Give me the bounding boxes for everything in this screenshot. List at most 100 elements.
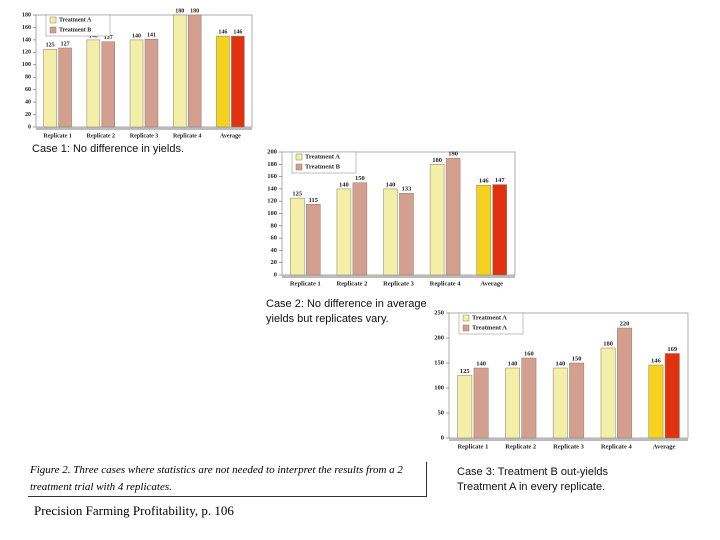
value-label: 180 bbox=[603, 340, 613, 347]
bar bbox=[399, 192, 414, 276]
legend-label: Treatment A bbox=[472, 324, 507, 331]
x-tick-label: Replicate 1 bbox=[290, 280, 321, 287]
bar bbox=[569, 362, 585, 439]
value-label: 150 bbox=[355, 175, 365, 182]
bar bbox=[521, 357, 537, 439]
x-tick-label: Replicate 2 bbox=[336, 280, 367, 287]
bar bbox=[429, 164, 445, 276]
y-tick-label: 250 bbox=[434, 309, 444, 316]
x-tick-label: Replicate 4 bbox=[173, 133, 202, 139]
y-tick-label: 60 bbox=[25, 87, 31, 93]
x-tick-label: Replicate 3 bbox=[130, 133, 159, 139]
bar bbox=[101, 41, 116, 128]
x-tick-label: Replicate 1 bbox=[43, 133, 72, 139]
legend-swatch bbox=[295, 163, 303, 171]
value-label: 150 bbox=[572, 355, 582, 362]
bar bbox=[473, 367, 489, 439]
bar bbox=[352, 182, 368, 276]
value-label: 180 bbox=[175, 8, 184, 14]
value-label: 180 bbox=[190, 8, 199, 14]
value-label: 137 bbox=[104, 35, 113, 41]
bar bbox=[600, 347, 616, 439]
value-label: 190 bbox=[448, 151, 458, 158]
case-caption: Case 1: No difference in yields. bbox=[32, 143, 185, 155]
y-tick-label: 150 bbox=[434, 359, 444, 366]
bar bbox=[43, 48, 57, 128]
value-label: 115 bbox=[309, 197, 319, 204]
bar bbox=[492, 184, 507, 276]
y-tick-label: 50 bbox=[438, 409, 445, 416]
value-label: 140 bbox=[508, 360, 518, 367]
bar bbox=[129, 39, 144, 128]
legend-label: Treatment B bbox=[305, 163, 341, 170]
bar bbox=[457, 375, 473, 439]
value-label: 146 bbox=[218, 30, 227, 36]
bar bbox=[476, 184, 491, 276]
value-label: 140 bbox=[555, 360, 565, 367]
y-tick-label: 200 bbox=[267, 148, 277, 155]
y-tick-label: 20 bbox=[25, 112, 31, 118]
value-label: 133 bbox=[402, 186, 413, 193]
floor bbox=[449, 438, 688, 441]
bar bbox=[86, 39, 101, 128]
value-label: 140 bbox=[476, 360, 486, 367]
legend-box bbox=[458, 312, 524, 335]
y-tick-label: 60 bbox=[271, 235, 278, 242]
y-tick-label: 40 bbox=[271, 247, 278, 254]
footer: Precision Farming Profitability, p. 106 bbox=[34, 503, 234, 518]
y-tick-label: 180 bbox=[267, 161, 277, 168]
legend-swatch bbox=[49, 26, 57, 34]
value-label: 125 bbox=[460, 368, 471, 375]
bar bbox=[336, 188, 352, 276]
bar bbox=[445, 157, 461, 276]
bar bbox=[216, 35, 230, 128]
legend-swatch bbox=[462, 314, 470, 322]
x-tick-label: Average bbox=[480, 280, 503, 287]
value-label: 127 bbox=[61, 41, 70, 47]
value-label: 169 bbox=[667, 346, 678, 353]
legend-box bbox=[291, 151, 357, 174]
floor bbox=[36, 127, 252, 130]
bar bbox=[664, 353, 680, 439]
value-label: 125 bbox=[292, 191, 303, 198]
x-tick-label: Replicate 3 bbox=[383, 280, 415, 287]
case-caption: Case 2: No difference in average yields … bbox=[266, 298, 427, 325]
x-tick-label: Replicate 3 bbox=[553, 443, 585, 450]
value-label: 141 bbox=[147, 33, 156, 39]
bar bbox=[306, 204, 321, 276]
y-tick-label: 0 bbox=[28, 124, 31, 130]
value-label: 146 bbox=[233, 30, 242, 36]
bar bbox=[172, 14, 187, 128]
value-label: 146 bbox=[479, 178, 490, 185]
value-label: 140 bbox=[386, 181, 396, 188]
y-tick-label: 140 bbox=[267, 185, 277, 192]
x-tick-label: Average bbox=[220, 133, 241, 139]
legend-label: Treatment A bbox=[305, 153, 340, 160]
bar bbox=[231, 35, 245, 128]
bar bbox=[505, 367, 520, 439]
y-tick-label: 160 bbox=[22, 25, 31, 31]
x-tick-label: Replicate 1 bbox=[457, 443, 488, 450]
y-tick-label: 100 bbox=[22, 62, 31, 68]
bar bbox=[187, 14, 202, 128]
legend-label: Treatment B bbox=[59, 27, 91, 33]
y-tick-label: 0 bbox=[441, 434, 444, 441]
value-label: 220 bbox=[620, 320, 630, 327]
case-caption: Case 3: Treatment B out-yields Treatment… bbox=[457, 466, 609, 493]
y-tick-label: 100 bbox=[434, 384, 444, 391]
y-tick-label: 180 bbox=[22, 12, 31, 18]
floor bbox=[282, 275, 515, 278]
y-tick-label: 20 bbox=[271, 259, 278, 266]
x-tick-label: Replicate 4 bbox=[430, 280, 462, 287]
y-tick-label: 100 bbox=[267, 210, 277, 217]
y-tick-label: 80 bbox=[25, 75, 31, 81]
y-tick-label: 200 bbox=[434, 334, 444, 341]
bar bbox=[648, 364, 664, 439]
y-tick-label: 140 bbox=[22, 37, 31, 43]
x-tick-label: Replicate 4 bbox=[601, 443, 633, 450]
bar bbox=[552, 367, 568, 439]
legend-label: Treatment A bbox=[59, 17, 92, 23]
bar bbox=[144, 39, 159, 128]
value-label: 147 bbox=[495, 177, 506, 184]
